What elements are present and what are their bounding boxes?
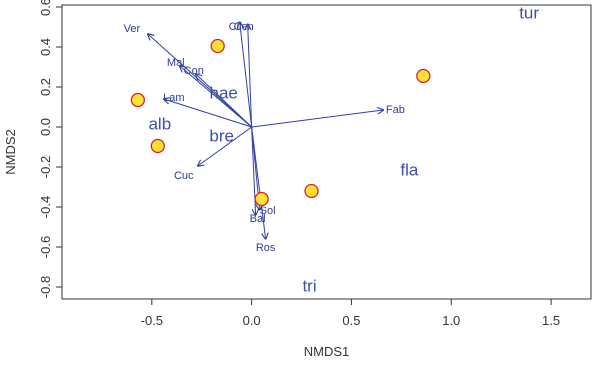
site-point	[304, 183, 319, 199]
y-tick-label: 0.2	[38, 78, 53, 96]
y-tick-label: 0.0	[38, 118, 53, 136]
x-axis: -0.5 0.0 0.5 1.0 1.5	[141, 298, 560, 328]
group-label-tri: tri	[302, 276, 316, 295]
x-axis-title: NMDS1	[304, 344, 350, 359]
vector-label-ver: Ver	[124, 23, 141, 35]
vector-label-cuc: Cuc	[174, 170, 194, 182]
vector-label-cir: Cir	[229, 21, 243, 33]
vector-label-mal: Mal	[167, 57, 185, 69]
x-tick-label: -0.5	[141, 313, 163, 328]
group-label-alb: alb	[148, 114, 171, 133]
y-tick-label: 0.4	[38, 38, 53, 56]
group-label-tur: tur	[519, 3, 539, 22]
y-tick-label: -0.4	[38, 196, 53, 218]
site-point	[210, 38, 225, 54]
site-point	[150, 138, 165, 154]
vector-label-cen: Cen	[234, 21, 254, 33]
group-label-fla: fla	[400, 160, 419, 179]
vector-label-sol: Sol	[260, 205, 276, 217]
vector-arrow-cen	[248, 24, 253, 128]
vector-arrow-con	[196, 74, 252, 128]
site-point	[254, 191, 269, 207]
y-tick-label: -0.8	[38, 276, 53, 298]
group-label-hae: hae	[210, 83, 238, 102]
vector-arrow-lam	[164, 99, 252, 128]
vector-arrow-ros	[251, 126, 266, 239]
vector-arrow-mal	[180, 66, 252, 128]
vector-label-bal: Bal	[250, 213, 266, 225]
y-tick-label: -0.6	[38, 236, 53, 258]
group-labels: tur hae alb bre fla tri	[148, 3, 539, 295]
vector-arrow-cuc	[198, 126, 252, 166]
plot-frame	[61, 4, 592, 300]
y-tick-label: 0.6	[38, 0, 53, 16]
group-label-bre: bre	[209, 126, 234, 145]
vector-arrows	[148, 22, 384, 239]
vector-arrow-fab	[251, 110, 384, 128]
vector-label-ros: Ros	[256, 242, 276, 254]
vector-label-con: Con	[184, 65, 204, 77]
site-points	[130, 38, 431, 207]
x-tick-label: 1.5	[542, 313, 560, 328]
vector-label-fab: Fab	[386, 104, 405, 116]
x-tick-label: 0.5	[342, 313, 360, 328]
vector-arrow-cir	[240, 22, 253, 128]
y-tick-label: -0.2	[38, 156, 53, 178]
x-tick-label: 1.0	[442, 313, 460, 328]
y-axis-title: NMDS2	[3, 129, 18, 175]
vector-label-lam: Lam	[163, 92, 184, 104]
y-axis: -0.8 -0.6 -0.4 -0.2 0.0 0.2 0.4 0.6	[38, 0, 63, 298]
vector-arrow-ver	[148, 34, 252, 128]
site-point	[130, 92, 146, 108]
site-point	[416, 68, 431, 84]
x-tick-label: 0.0	[243, 313, 261, 328]
